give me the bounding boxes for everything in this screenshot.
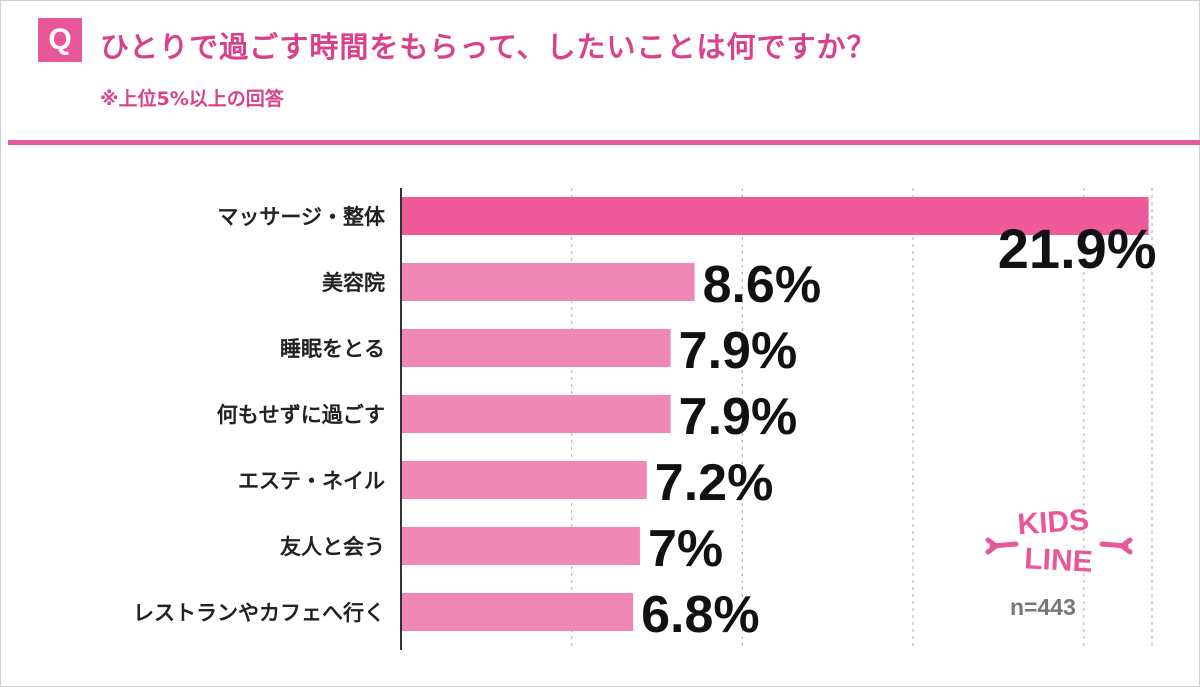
category-label-4: エステ・ネイル xyxy=(238,469,385,493)
question-badge: Q xyxy=(38,18,82,62)
bar-2 xyxy=(401,329,671,367)
category-label-2: 睡眠をとる xyxy=(280,337,385,361)
logo-text-line: LINE xyxy=(1024,542,1094,579)
bar-5 xyxy=(401,527,640,565)
bar-1 xyxy=(401,263,695,301)
sample-size-label: n=443 xyxy=(1010,594,1076,620)
value-label-3: 7.9% xyxy=(679,388,798,446)
bar-6 xyxy=(401,593,634,631)
value-label-2: 7.9% xyxy=(679,322,798,380)
category-label-0: マッサージ・整体 xyxy=(217,205,386,229)
logo-text-kids: KIDS xyxy=(1016,504,1090,542)
chart-title: ひとりで過ごす時間をもらって、したいことは何ですか？ xyxy=(100,30,877,64)
category-label-5: 友人と会う xyxy=(280,535,385,559)
value-label-1: 8.6% xyxy=(703,256,822,314)
category-label-6: レストランやカフェへ行く xyxy=(133,601,385,625)
value-label-5: 7% xyxy=(648,520,723,578)
value-label-4: 7.2% xyxy=(655,454,774,512)
chart-subtitle: ※上位5%以上の回答 xyxy=(100,88,284,110)
logo-arms xyxy=(985,537,1133,555)
bar-3 xyxy=(401,395,671,433)
category-label-3: 何もせずに過ごす xyxy=(217,403,385,427)
kidsline-logo: KIDS LINE xyxy=(985,504,1133,579)
bar-4 xyxy=(401,461,647,499)
bar-0 xyxy=(401,197,1149,235)
category-label-1: 美容院 xyxy=(322,271,385,295)
value-label-0: 21.9% xyxy=(998,217,1157,280)
header-divider xyxy=(8,140,1200,145)
value-label-6: 6.8% xyxy=(641,586,760,644)
